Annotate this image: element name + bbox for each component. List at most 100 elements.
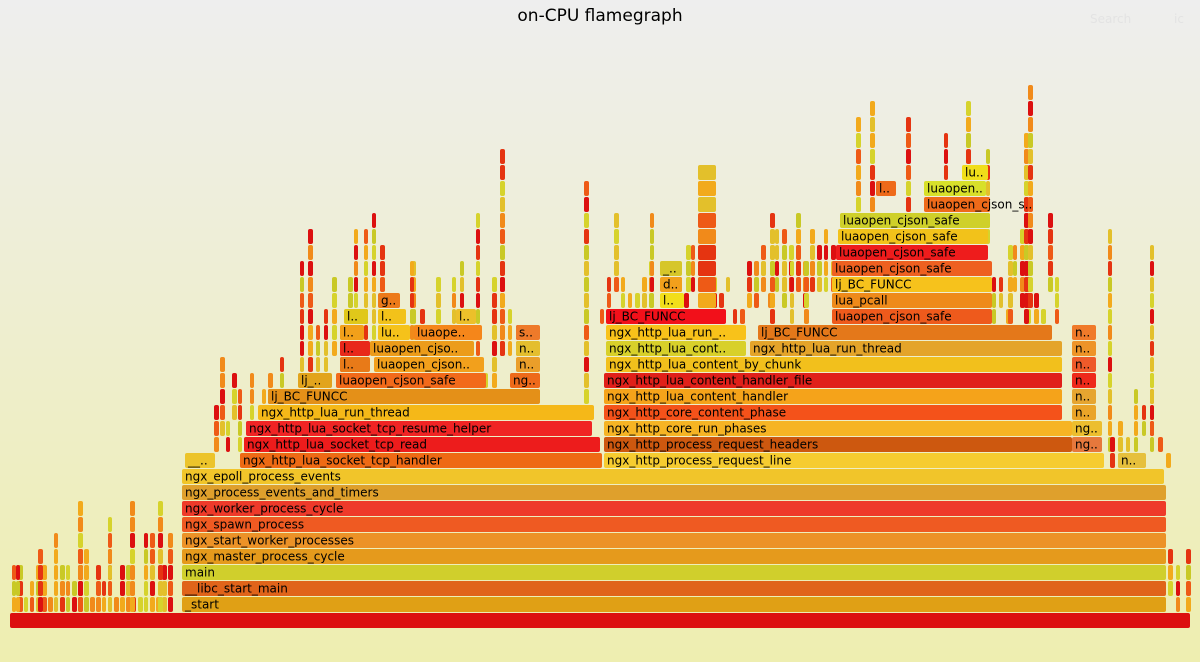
- flame-frame[interactable]: [372, 325, 376, 340]
- flame-frame[interactable]: [747, 277, 752, 292]
- flame-frame-rect[interactable]: [414, 325, 482, 340]
- flame-frame-rect[interactable]: [130, 597, 135, 612]
- flame-frame[interactable]: [584, 261, 589, 276]
- flame-frame[interactable]: [372, 309, 376, 324]
- flame-frame[interactable]: [308, 277, 313, 292]
- flame-frame-rect[interactable]: [1134, 437, 1138, 452]
- flame-frame[interactable]: [460, 293, 464, 308]
- flame-frame-rect[interactable]: [354, 245, 358, 260]
- flame-frame-rect[interactable]: [1028, 245, 1033, 260]
- flame-frame-rect[interactable]: [126, 597, 131, 612]
- flame-frame[interactable]: [150, 565, 155, 580]
- flame-frame-rect[interactable]: [476, 277, 480, 292]
- flame-frame[interactable]: [150, 533, 155, 548]
- flame-frame[interactable]: [607, 293, 611, 308]
- flame-frame-rect[interactable]: [476, 309, 480, 324]
- flame-frame[interactable]: [130, 517, 135, 532]
- flame-frame-rect[interactable]: [354, 277, 358, 292]
- flame-frame[interactable]: ngx_http_lua_run_..: [606, 325, 746, 340]
- flame-frame-rect[interactable]: [500, 213, 505, 228]
- flame-frame-rect[interactable]: [870, 101, 875, 116]
- flame-frame-rect[interactable]: [870, 165, 875, 180]
- flame-frame[interactable]: [96, 597, 101, 612]
- flame-frame-rect[interactable]: [1150, 245, 1154, 260]
- flame-frame[interactable]: [782, 229, 787, 244]
- flame-frame-rect[interactable]: [48, 597, 53, 612]
- flame-frame-rect[interactable]: [410, 261, 414, 276]
- flame-frame-rect[interactable]: [1028, 117, 1033, 132]
- flame-frame-rect[interactable]: [698, 181, 716, 196]
- flame-frame[interactable]: [114, 597, 119, 612]
- flame-frame-rect[interactable]: [78, 549, 83, 564]
- flame-frame[interactable]: [354, 277, 358, 292]
- flame-frame[interactable]: [1024, 165, 1029, 180]
- flame-frame-rect[interactable]: [999, 277, 1003, 292]
- flame-frame[interactable]: [1055, 277, 1059, 292]
- flame-frame-rect[interactable]: [492, 309, 497, 324]
- flame-frame[interactable]: [686, 245, 691, 260]
- flame-frame-rect[interactable]: [96, 581, 101, 596]
- flame-frame[interactable]: [158, 533, 163, 548]
- flame-frame-rect[interactable]: [220, 421, 225, 436]
- flame-frame-rect[interactable]: [810, 229, 815, 244]
- flame-frame[interactable]: luaopen_cjson_s..: [924, 197, 1032, 212]
- flame-frame-rect[interactable]: [606, 309, 726, 324]
- flame-frame[interactable]: [1110, 453, 1115, 468]
- flame-frame[interactable]: [300, 293, 304, 308]
- flame-frame[interactable]: [824, 229, 828, 244]
- flame-frame[interactable]: [268, 373, 273, 388]
- flame-frame-rect[interactable]: [380, 245, 385, 260]
- flame-frame-rect[interactable]: [824, 261, 828, 276]
- flame-frame-rect[interactable]: [1150, 261, 1154, 276]
- flame-frame[interactable]: [492, 373, 497, 388]
- flame-frame-rect[interactable]: [924, 197, 990, 212]
- flame-frame[interactable]: [1126, 437, 1130, 452]
- flame-frame-rect[interactable]: [66, 565, 70, 580]
- flame-frame-rect[interactable]: [1024, 197, 1029, 212]
- flame-frame[interactable]: [372, 229, 376, 244]
- flame-frame[interactable]: [1150, 309, 1154, 324]
- flame-frame-rect[interactable]: [410, 309, 414, 324]
- flame-frame[interactable]: [584, 213, 589, 228]
- flame-frame[interactable]: [250, 389, 254, 404]
- search-button[interactable]: Search: [1090, 12, 1132, 26]
- flame-frame-rect[interactable]: [158, 549, 163, 564]
- flame-frame-rect[interactable]: [1072, 405, 1096, 420]
- flame-frame-rect[interactable]: [1168, 581, 1173, 596]
- flame-frame-rect[interactable]: [1150, 341, 1154, 356]
- flame-frame-rect[interactable]: [684, 293, 689, 308]
- flame-frame[interactable]: [1118, 421, 1123, 436]
- flame-frame[interactable]: [492, 309, 497, 324]
- flame-frame-rect[interactable]: [238, 437, 242, 452]
- flame-frame-rect[interactable]: [1108, 373, 1112, 388]
- flame-frame-rect[interactable]: [966, 101, 971, 116]
- flame-frame[interactable]: [238, 405, 242, 420]
- flame-frame-rect[interactable]: [158, 597, 163, 612]
- flame-frame-rect[interactable]: [775, 261, 779, 276]
- flame-frame-rect[interactable]: [775, 229, 779, 244]
- flame-frame[interactable]: n..: [1072, 325, 1096, 340]
- flame-frame[interactable]: [300, 357, 304, 372]
- flame-frame[interactable]: [824, 277, 828, 292]
- flame-frame[interactable]: [1150, 261, 1154, 276]
- flame-frame-rect[interactable]: [870, 133, 875, 148]
- flame-frame[interactable]: [42, 581, 47, 596]
- flame-frame[interactable]: [150, 581, 155, 596]
- flame-frame[interactable]: [476, 229, 480, 244]
- flame-frame[interactable]: [1150, 341, 1154, 356]
- flame-frame-rect[interactable]: [1150, 325, 1154, 340]
- flame-frame[interactable]: [747, 293, 752, 308]
- flame-frame[interactable]: ngx_http_lua_cont..: [606, 341, 746, 356]
- flame-frame-rect[interactable]: [436, 309, 441, 324]
- ignore-case-toggle[interactable]: ic: [1174, 12, 1184, 26]
- flame-frame-rect[interactable]: [1110, 453, 1115, 468]
- flame-frame[interactable]: [130, 549, 135, 564]
- flame-frame[interactable]: [108, 565, 112, 580]
- flame-frame[interactable]: d..: [660, 277, 682, 292]
- flame-frame-rect[interactable]: [300, 357, 304, 372]
- flame-frame[interactable]: [452, 293, 456, 308]
- flame-frame[interactable]: [308, 325, 313, 340]
- flame-frame[interactable]: [324, 309, 328, 324]
- flame-frame[interactable]: [1041, 309, 1046, 324]
- flame-frame-rect[interactable]: [832, 293, 992, 308]
